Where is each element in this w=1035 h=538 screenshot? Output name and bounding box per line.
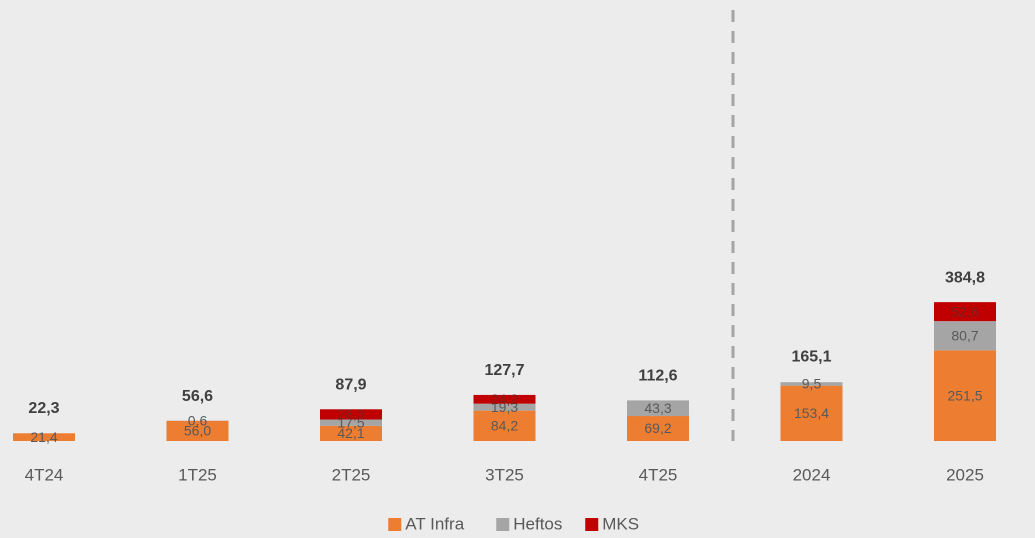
value-label: 80,7 (951, 327, 978, 343)
bar-segment (473, 410, 536, 441)
bar-segment (166, 420, 229, 441)
bar-segment (320, 409, 382, 420)
total-label: 22,3 (28, 400, 59, 417)
value-label: 84,2 (491, 418, 518, 434)
bar-segment (627, 400, 689, 417)
legend-swatch (496, 518, 510, 531)
bar-segment (934, 302, 996, 322)
legend-swatch (388, 518, 402, 531)
value-label: 24,2 (491, 391, 518, 407)
value-label: 43,3 (644, 400, 671, 416)
x-tick-label: 4T25 (639, 465, 678, 484)
bar-segment (13, 433, 75, 441)
bar-segment (934, 321, 996, 351)
total-label: 112,6 (638, 368, 677, 385)
legend-label: Heftos (513, 514, 562, 533)
bar-segment (320, 425, 382, 441)
value-label: 42,1 (337, 425, 364, 441)
x-tick-label: 4T24 (25, 465, 64, 484)
value-label: 0,6 (188, 412, 208, 428)
value-label: 9,5 (802, 376, 822, 392)
total-label: 127,7 (484, 362, 524, 379)
legend-swatch (585, 518, 599, 531)
value-label: 153,4 (794, 405, 829, 421)
bar-segment (320, 419, 382, 426)
value-label: 56,0 (184, 423, 211, 439)
x-tick-label: 3T25 (485, 465, 524, 484)
x-tick-label: 2025 (946, 465, 984, 484)
x-tick-label: 2024 (793, 465, 831, 484)
value-label: 251,5 (947, 387, 982, 403)
legend-label: MKS (602, 514, 639, 533)
bar-segment (780, 382, 843, 386)
bar-segment (627, 416, 689, 441)
value-label: 21,4 (30, 429, 57, 445)
value-label: 52,6 (951, 303, 978, 319)
total-label: 87,9 (335, 377, 366, 394)
bar-segment (934, 350, 996, 441)
value-label: 69,2 (644, 420, 671, 436)
bar-segment (473, 394, 536, 404)
value-label: 28,3 (337, 406, 364, 422)
bar-segment (473, 403, 536, 411)
total-label: 56,6 (182, 388, 213, 405)
total-label: 384,8 (945, 269, 985, 286)
x-tick-label: 1T25 (178, 465, 217, 484)
bar-segment (780, 385, 843, 441)
legend-label: AT Infra (405, 514, 464, 533)
total-label: 165,1 (791, 349, 831, 366)
x-tick-label: 2T25 (332, 465, 371, 484)
